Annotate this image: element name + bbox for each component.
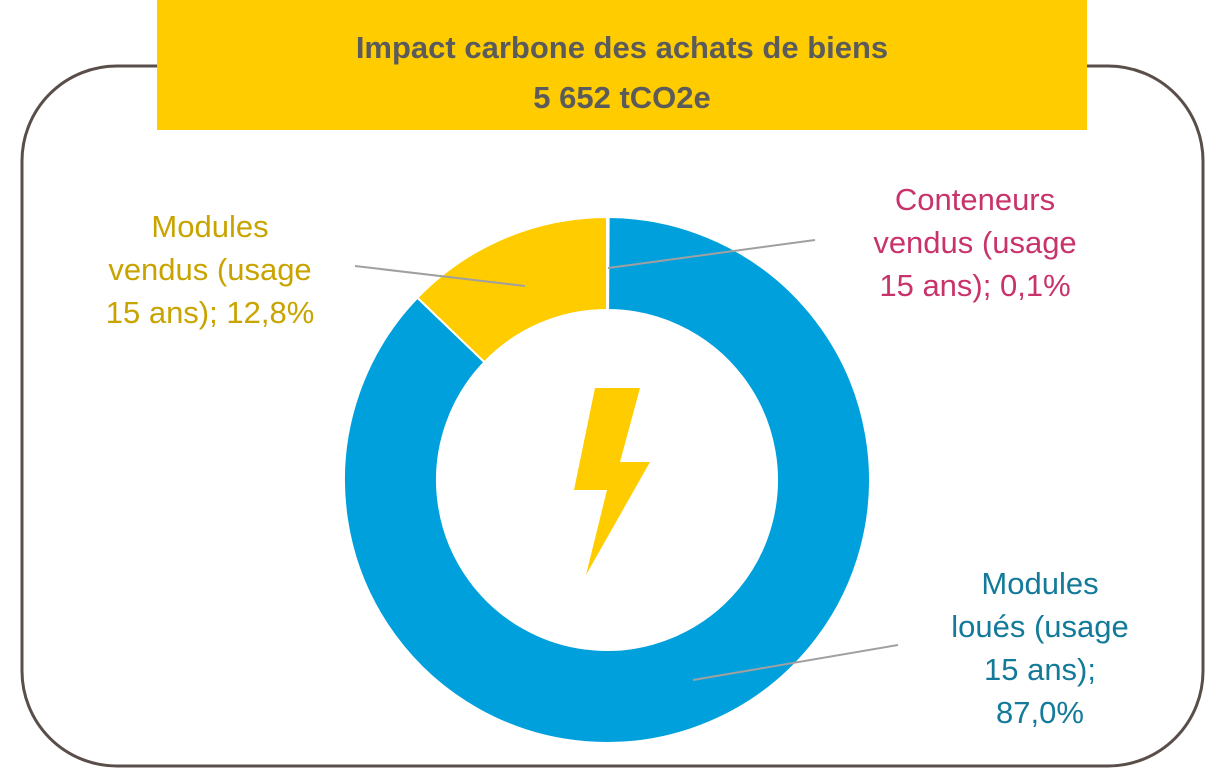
donut-slice — [343, 215, 871, 744]
donut-slice — [415, 215, 608, 364]
data-label: Modules vendus (usage 15 ans); 12,8% — [105, 209, 315, 330]
leader-line — [354, 265, 526, 287]
data-label: Conteneurs vendus (usage 15 ans); 0,1% — [873, 182, 1077, 303]
title-box — [157, 0, 1087, 130]
chart-subtitle: 5 652 tCO2e — [533, 80, 711, 115]
lightning-icon — [574, 388, 650, 575]
chart-title: Impact carbone des achats de biens — [355, 30, 889, 65]
data-label: Modules loués (usage 15 ans); 87,0% — [951, 566, 1129, 730]
leader-line — [607, 239, 816, 269]
leader-line — [692, 644, 899, 681]
